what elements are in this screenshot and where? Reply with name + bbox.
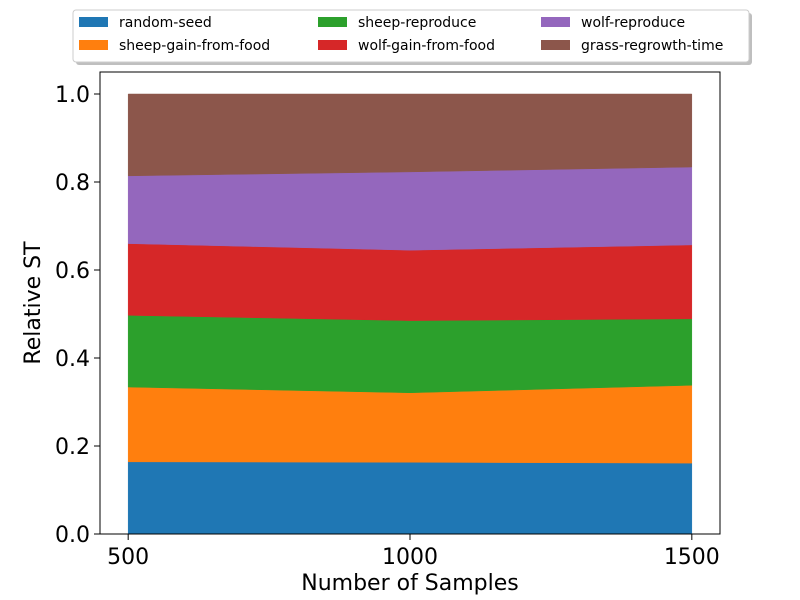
area-grass-regrowth-time (127, 93, 693, 177)
legend-swatch-grass-regrowth-time (541, 40, 570, 50)
legend-label-wolf-gain-from-food: wolf-gain-from-food (358, 38, 495, 54)
area-random-seed (127, 461, 693, 535)
x-tick-label: 1500 (664, 545, 720, 570)
area-wolf-gain-from-food (127, 243, 693, 321)
legend-label-random-seed: random-seed (119, 15, 212, 31)
legend-label-sheep-reproduce: sheep-reproduce (358, 15, 476, 31)
x-axis-label: Number of Samples (301, 571, 519, 596)
area-wolf-reproduce (127, 166, 693, 251)
legend-swatch-random-seed (79, 17, 108, 27)
y-axis-label: Relative ST (21, 241, 46, 365)
y-tick-label: 0.0 (55, 523, 90, 548)
legend-swatch-wolf-gain-from-food (318, 40, 347, 50)
legend-box (72, 9, 750, 63)
legend-swatch-wolf-reproduce (541, 17, 570, 27)
x-tick-label: 1000 (382, 545, 438, 570)
y-axis: 0.0 0.2 0.4 0.6 0.8 1.0 (55, 83, 100, 548)
y-tick-label: 0.4 (55, 347, 90, 372)
legend-swatch-sheep-gain-from-food (79, 40, 108, 50)
area-sheep-gain-from-food (127, 385, 693, 464)
x-tick-label: 500 (107, 545, 149, 570)
legend-label-sheep-gain-from-food: sheep-gain-from-food (119, 38, 270, 54)
area-sheep-reproduce (127, 315, 693, 394)
legend-swatch-sheep-reproduce (318, 17, 347, 27)
legend-label-wolf-reproduce: wolf-reproduce (581, 15, 685, 31)
y-tick-label: 0.2 (55, 435, 90, 460)
y-tick-label: 0.6 (55, 259, 90, 284)
x-axis: 500 1000 1500 (107, 534, 720, 570)
legend-label-grass-regrowth-time: grass-regrowth-time (581, 38, 723, 54)
y-tick-label: 1.0 (55, 83, 90, 108)
y-tick-label: 0.8 (55, 171, 90, 196)
legend: random-seed sheep-gain-from-food sheep-rep… (72, 9, 752, 65)
area-layers (127, 93, 693, 535)
